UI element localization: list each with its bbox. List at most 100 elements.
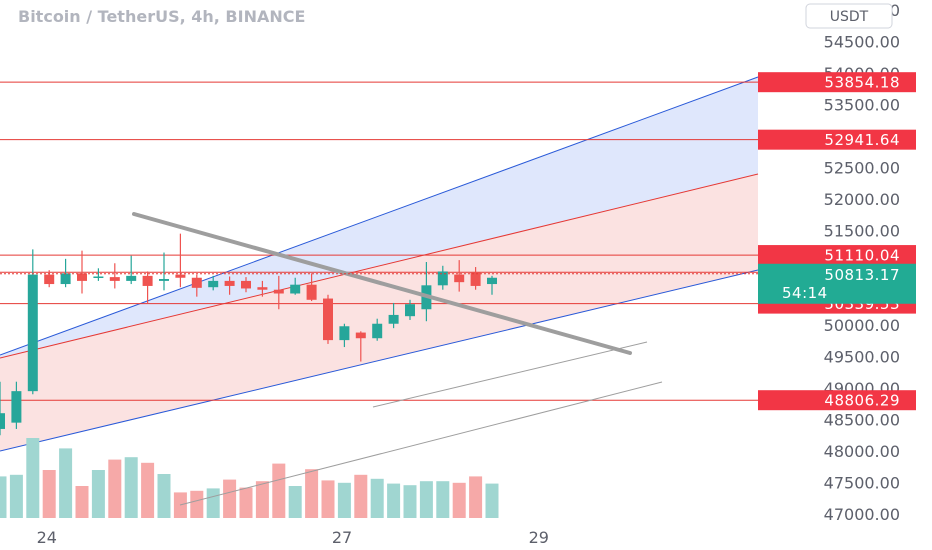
volume-bar — [0, 476, 7, 518]
volume-bar — [190, 490, 204, 518]
price-tick-label: 53500.00 — [824, 96, 900, 115]
channel-lower-line[interactable] — [0, 269, 759, 452]
candle-body — [355, 332, 366, 339]
volume-bar — [436, 481, 450, 518]
volume-bar — [223, 479, 237, 518]
price-tags: 53854.1852941.6451110.0450837.3450339.53… — [758, 72, 916, 411]
volume-bar — [255, 481, 269, 518]
price-tick-label: 48000.00 — [824, 442, 900, 461]
volume-bar — [288, 486, 302, 518]
candle-body — [339, 326, 350, 341]
candle-body — [60, 273, 71, 285]
volume-bar — [485, 483, 499, 518]
candle-body — [241, 280, 251, 289]
volume-bar — [337, 482, 351, 518]
price-tick-label: 47000.00 — [824, 505, 900, 524]
volume-bars — [0, 438, 499, 518]
volume-bar — [305, 469, 319, 518]
volume-bar — [452, 482, 466, 518]
trendline[interactable] — [132, 212, 632, 355]
candle-body — [208, 280, 219, 288]
time-axis[interactable]: 24 27 29 — [37, 528, 549, 547]
current-price-tag — [758, 263, 916, 304]
candle-body — [0, 413, 5, 429]
candle-body — [487, 277, 497, 285]
volume-bar — [387, 483, 401, 518]
candle-body — [273, 289, 284, 294]
volume-bar — [141, 462, 155, 518]
price-tick-label: 50000.00 — [824, 316, 900, 335]
price-tick-label: 49500.00 — [824, 348, 900, 367]
candle-body — [306, 284, 317, 300]
candle-body — [388, 314, 399, 324]
currency-label: USDT — [830, 9, 869, 25]
volume-bar — [75, 486, 89, 518]
volume-bar — [26, 438, 40, 518]
candle-body — [191, 277, 202, 288]
candle-body — [93, 276, 104, 278]
candle-body — [290, 284, 301, 294]
candle-body — [77, 273, 87, 281]
candle-body — [372, 323, 383, 339]
candle-body — [323, 298, 333, 341]
volume-bar — [9, 474, 23, 518]
volume-bar — [59, 448, 73, 518]
volume-bar — [419, 481, 433, 518]
channel-lower-fill — [0, 174, 758, 451]
projection-line[interactable] — [372, 341, 648, 408]
candle-body — [470, 272, 481, 286]
price-level-tag-label: 48806.29 — [824, 392, 900, 410]
volume-bar — [469, 476, 483, 518]
volume-bar — [321, 480, 335, 518]
price-level-tag — [758, 390, 916, 411]
time-tick-label: 24 — [37, 528, 57, 547]
current-price-label: 50813.17 — [824, 266, 900, 284]
volume-bar — [124, 457, 138, 518]
parallel-channel — [0, 76, 759, 452]
candle-body — [109, 277, 120, 281]
volume-bar — [206, 488, 220, 518]
chart-title: Bitcoin / TetherUS, 4h, BINANCE — [18, 7, 305, 26]
candle-body — [27, 274, 38, 392]
price-level-tag-label: 51110.04 — [824, 247, 900, 265]
candle-body — [224, 280, 235, 286]
volume-bar — [403, 485, 417, 518]
volume-bar — [370, 478, 384, 518]
price-level-tag — [758, 129, 916, 150]
projection-line[interactable] — [179, 381, 663, 506]
price-level-tag-label: 53854.18 — [824, 74, 900, 92]
volume-bar — [272, 463, 286, 518]
candle-body — [126, 275, 137, 281]
price-level-tag — [758, 72, 916, 93]
price-tick-label: 52000.00 — [824, 190, 900, 209]
projection-lines — [179, 341, 663, 506]
candle-body — [437, 271, 448, 286]
volume-bar — [354, 474, 368, 518]
candle-body — [142, 275, 153, 286]
volume-bar — [42, 470, 56, 518]
price-tick-label: 54500.00 — [824, 33, 900, 52]
bar-countdown-label: 54:14 — [782, 284, 828, 302]
volume-bar — [157, 474, 171, 518]
price-tick-label: 47500.00 — [824, 474, 900, 493]
volume-bar — [108, 459, 122, 518]
horizontal-levels — [0, 81, 758, 401]
channel-upper-line[interactable] — [0, 76, 759, 356]
candle-body — [11, 391, 22, 423]
price-level-tag — [758, 245, 916, 266]
candle-body — [454, 274, 465, 283]
price-level-tag-label: 52941.64 — [824, 131, 900, 149]
price-tick-label: 52500.00 — [824, 159, 900, 178]
candle-body — [44, 274, 55, 285]
volume-bar — [91, 470, 105, 518]
currency-button[interactable]: USDT — [805, 3, 893, 29]
candle-body — [159, 279, 169, 281]
time-tick-label: 29 — [529, 528, 549, 547]
time-tick-label: 27 — [332, 528, 352, 547]
channel-middle-line[interactable] — [0, 173, 759, 359]
price-tick-label: 48500.00 — [824, 411, 900, 430]
channel-upper-fill — [0, 77, 758, 358]
candle-body — [257, 287, 268, 290]
volume-bar — [239, 487, 253, 518]
